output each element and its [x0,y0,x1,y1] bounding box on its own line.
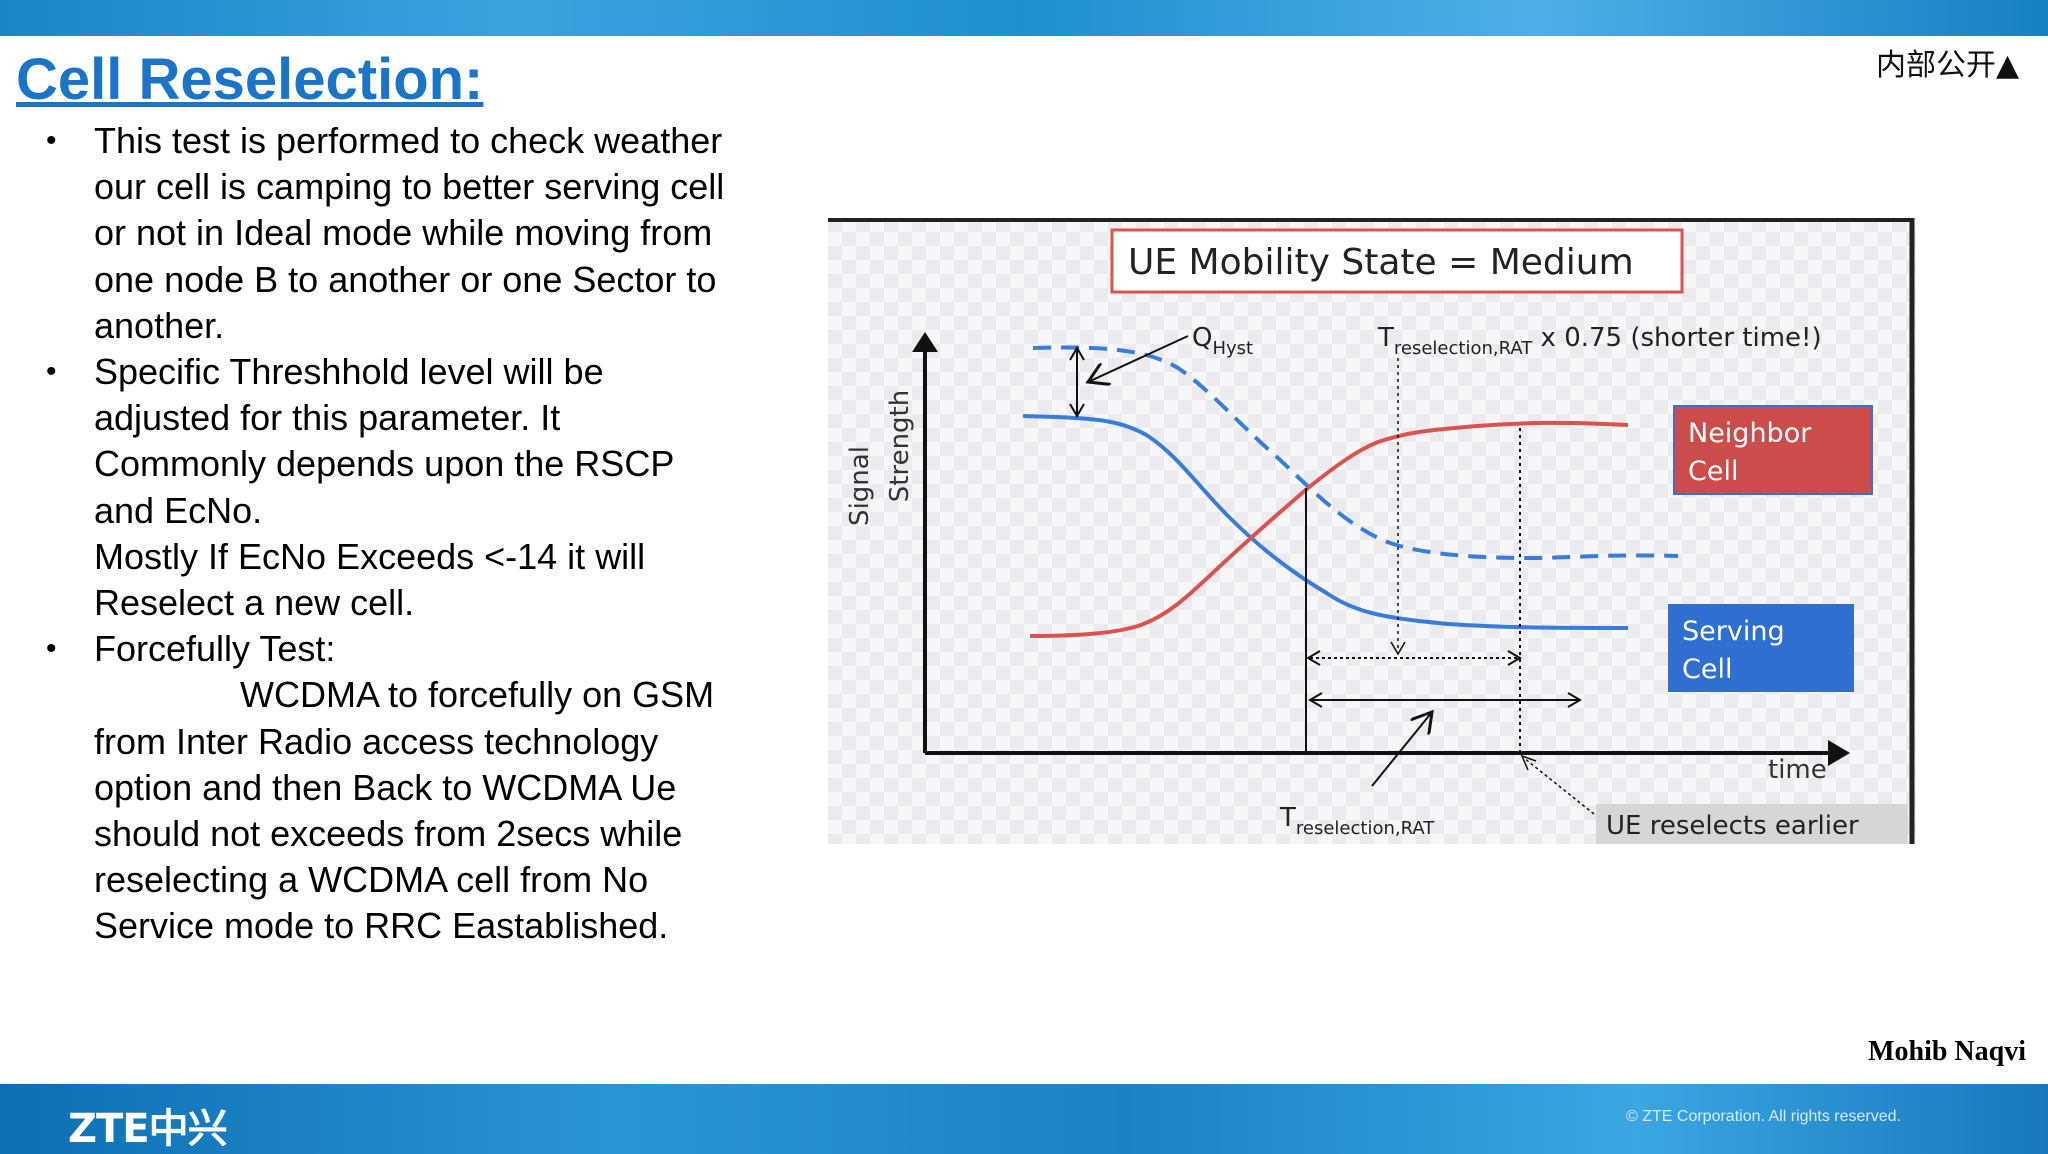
bullet-line: Forcefully Test: [94,628,336,670]
diagram-canvas: UE Mobility State = Medium Signal Streng… [828,218,1916,844]
bullet-item-purpose: • This test is performed to check weathe… [46,118,786,349]
neighbor-cell-box [1673,405,1873,495]
qhyst-label-sub: Hyst [1212,338,1253,359]
bullet-line: our cell is camping to better serving ce… [94,166,725,208]
neighbor-cell-curve [1029,420,1629,638]
bullet-line: should not exceeds from 2secs while [94,813,683,855]
serving-cell-curve [1022,414,1629,630]
shortened-timer-span-left-head [1306,650,1321,666]
qhyst-gap-arrow-down [1069,403,1085,418]
bullet-line: another. [94,304,225,346]
qhyst-label: QHyst [1192,323,1253,359]
bullet-line: from Inter Radio access technology [94,720,659,762]
bullet-line: or not in Ideal mode while moving from [94,212,713,254]
bullet-line: option and then Back to WCDMA Ue [94,766,677,808]
neighbor-cell-label-line1: Neighbor [1688,418,1812,449]
slide-title: Cell Reselection: [16,47,484,112]
y-axis-label-line2: Strength [885,390,915,502]
copyright-notice: © ZTE Corporation. All rights reserved. [1626,1108,1901,1125]
bullet-line: one node B to another or one Sector to [94,258,717,300]
y-axis-arrowhead [912,332,938,352]
shortened-timer-pointer-head [1390,641,1406,656]
diagram-title: UE Mobility State = Medium [1128,242,1634,283]
bullet-list: • This test is performed to check weathe… [46,118,786,950]
bullet-line: Reselect a new cell. [94,582,415,624]
full-timer-span-left-head [1308,692,1323,708]
serving-cell-label-line2: Cell [1682,654,1732,685]
treselection-bottom-main: T [1279,803,1296,833]
shortened-timer-span-right-head [1507,650,1522,666]
bullet-line: WCDMA to forcefully on GSM [240,674,715,716]
ue-reselects-label: UE reselects earlier [1606,811,1859,841]
zte-logo: ZTE中兴 [68,1106,228,1152]
bottom-banner [0,1084,2048,1154]
treselection-top-sub: reselection,RAT [1394,338,1533,359]
ue-reselects-pointer-head [1520,754,1537,771]
treselection-top-main: T [1377,323,1394,353]
bullet-marker: • [46,124,57,157]
diagram-title-box [1110,228,1684,294]
qhyst-pointer [1088,335,1189,382]
classification-label: 内部公开▲ [1876,48,2020,83]
qhyst-gap-arrow-up [1069,346,1085,361]
neighbor-cell-label-line2: Cell [1688,456,1738,487]
treselection-bottom-label: Treselection,RAT [1279,803,1435,839]
x-axis-arrowhead [1828,740,1850,766]
bullet-line: reselecting a WCDMA cell from No [94,859,649,901]
treselection-bottom-sub: reselection,RAT [1296,818,1435,839]
bullet-item-forceful-test: • Forcefully Test: WCDMA to forcefully o… [46,626,786,949]
x-axis-label: time [1768,755,1827,785]
neighbor-hysteresis-dashed-curve [1032,345,1679,561]
author-name: Mohib Naqvi [1868,1036,2026,1067]
qhyst-label-main: Q [1192,323,1212,353]
bullet-line: Service mode to RRC Eastablished. [94,905,669,947]
treselection-top-suffix: x 0.75 (shorter time!) [1532,323,1821,353]
bullet-marker: • [46,355,57,389]
bullet-line: This test is performed to check weather [94,120,723,161]
bullet-line: adjusted for this parameter. It [94,397,561,439]
serving-cell-box [1668,604,1854,692]
bullet-line: Mostly If EcNo Exceeds <-14 it will [94,535,646,577]
bullet-line: and EcNo. [94,489,263,531]
treselection-bottom-pointer [1371,712,1432,787]
top-banner [0,0,2048,36]
bullet-line: Commonly depends upon the RSCP [94,443,675,485]
diagram-background [828,218,1916,844]
y-axis-label-line1: Signal [845,446,875,526]
cell-reselection-diagram: UE Mobility State = Medium Signal Streng… [828,218,1916,844]
treselection-top-label: Treselection,RAT x 0.75 (shorter time!) [1377,323,1822,359]
ue-reselects-pointer [1523,757,1595,815]
bullet-line: Specific Threshhold level will be [94,351,604,393]
ue-reselects-box [1596,804,1908,844]
bullet-marker: • [46,632,57,666]
full-timer-span-right-head [1567,692,1582,708]
bullet-item-threshold: • Specific Threshhold level will be adju… [46,349,786,626]
serving-cell-label-line1: Serving [1682,616,1785,647]
